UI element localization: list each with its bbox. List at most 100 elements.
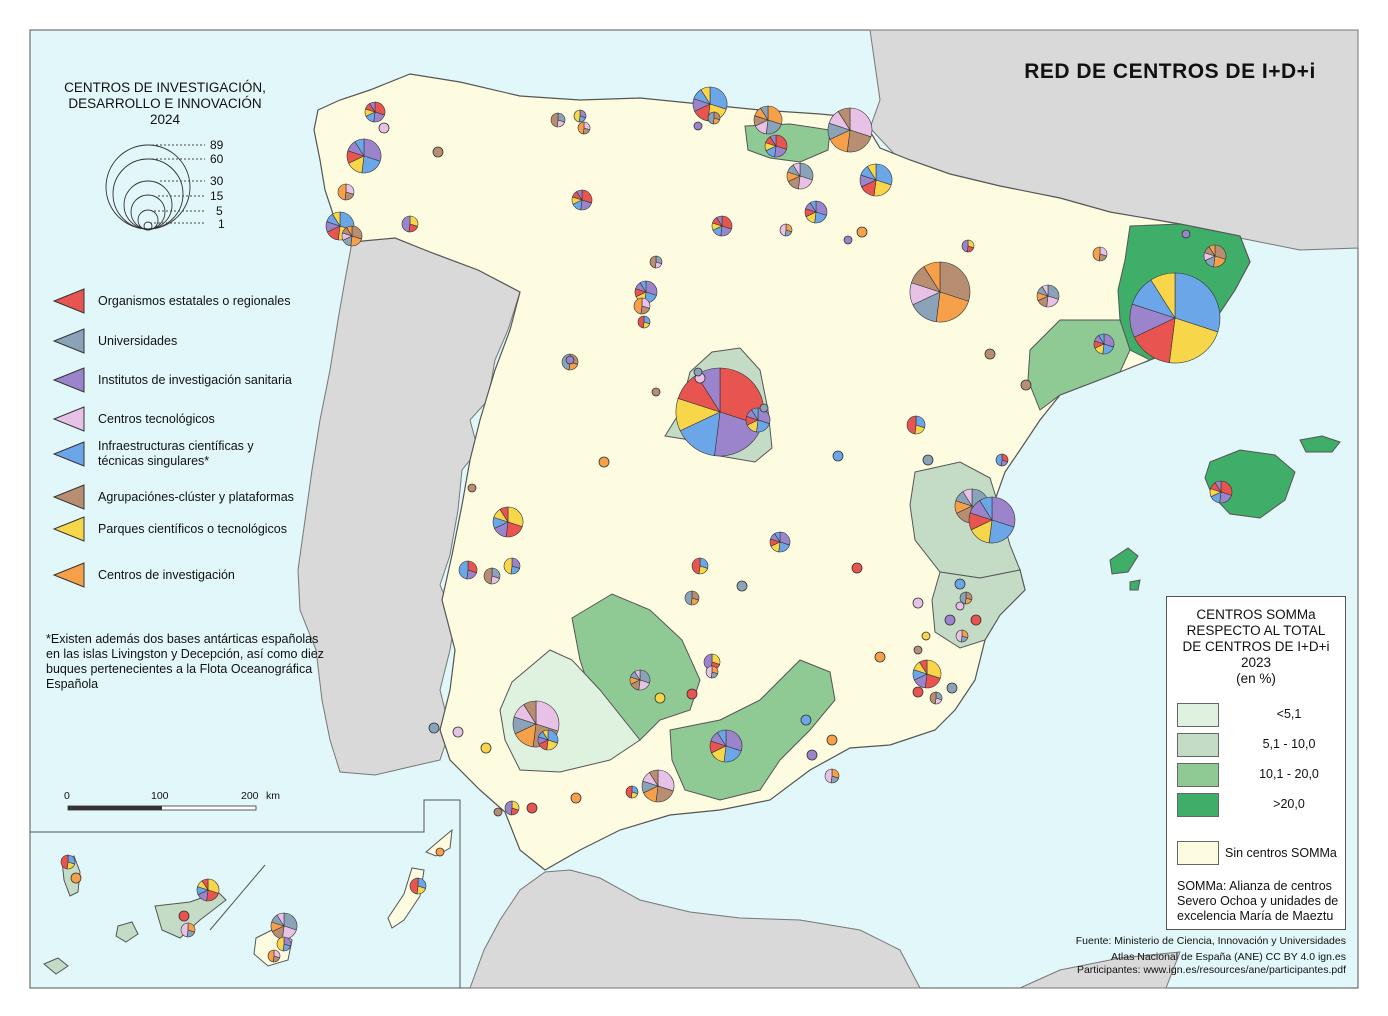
center-pie-marker [467, 483, 477, 493]
center-pie-marker [492, 506, 524, 538]
center-pie-marker [786, 162, 814, 190]
legend-item-label: Centros tecnológicos [98, 411, 215, 426]
center-pie-marker [267, 949, 281, 963]
size-label: 89 [210, 138, 224, 152]
size-legend-year: 2024 [149, 112, 181, 127]
center-pie-marker [634, 280, 658, 304]
center-pie-marker [428, 722, 440, 734]
center-pie-marker [764, 134, 788, 158]
center-pie-marker [629, 669, 651, 691]
legend-item: Parques científicos o tecnológicos [52, 516, 298, 542]
center-pie-marker [270, 912, 298, 940]
center-pie-marker [984, 348, 996, 360]
center-pie-marker [959, 591, 973, 605]
center-pie-marker [573, 109, 587, 123]
scale-tick-200: 200 [241, 790, 259, 802]
center-pie-marker [692, 86, 728, 122]
island-lanzarote [425, 828, 453, 857]
center-pie-marker [70, 872, 82, 884]
center-pie-marker [550, 112, 566, 128]
canary-inset-frame [29, 799, 461, 989]
center-pie-marker [452, 726, 464, 738]
legend-item: Centros de investigación [52, 562, 298, 588]
center-pie-marker [1020, 379, 1032, 391]
somma-label-2: 5,1 - 10,0 [1262, 737, 1316, 751]
center-pie-marker [577, 121, 591, 135]
center-pie-marker [824, 768, 840, 784]
centers-pie-layer [60, 86, 1233, 963]
center-pie-marker [483, 567, 501, 585]
center-pie-marker [906, 415, 926, 435]
triangle-marker-icon [52, 562, 85, 588]
size-legend-title: CENTROS DE INVESTIGACIÓN, DESARROLLO E I… [40, 80, 290, 128]
center-pie-marker [1209, 480, 1233, 504]
antarctic-note: *Existen además dos bases antárticas esp… [46, 632, 324, 691]
center-pie-marker [859, 163, 893, 197]
center-pie-marker [458, 560, 478, 580]
island-la-gomera [115, 921, 139, 943]
scale-bar [67, 805, 257, 811]
island-formentera [1129, 579, 1141, 591]
center-pie-marker [769, 531, 791, 553]
island-el-hierro [43, 957, 69, 975]
size-label: 5 [216, 204, 223, 218]
center-pie-marker [968, 496, 1016, 544]
legend-item: Institutos de investigación sanitaria [52, 367, 298, 393]
center-pie-marker [409, 877, 427, 895]
center-pie-marker [874, 651, 886, 663]
center-pie-marker [955, 629, 969, 643]
island-ibiza [1109, 547, 1139, 575]
center-pie-marker [637, 315, 651, 329]
triangle-marker-icon [52, 406, 85, 432]
somma-definition: SOMMa: Alianza de centros Severo Ochoa y… [1177, 879, 1339, 923]
center-pie-marker [779, 223, 793, 237]
legend-item-label: Institutos de investigación sanitaria [98, 372, 292, 387]
map-title: RED DE CENTROS DE I+D+i [1024, 60, 1316, 83]
center-pie-marker [745, 407, 771, 433]
center-pie-marker [753, 105, 783, 135]
center-pie-marker [970, 614, 982, 626]
center-pie-marker [649, 255, 663, 269]
legend-item: Organismos estatales o regionales [52, 288, 298, 314]
center-pie-marker [912, 597, 924, 609]
source-text: Fuente: Ministerio de Ciencia, Innovació… [1075, 935, 1346, 947]
center-pie-marker [378, 122, 390, 134]
somma-legend-unit: (en %) [1236, 671, 1276, 686]
center-pie-marker [946, 682, 958, 694]
center-pie-marker [1036, 284, 1060, 308]
center-pie-marker [480, 742, 492, 754]
triangle-marker-icon [52, 367, 85, 393]
center-pie-marker [843, 235, 853, 245]
center-pie-marker [693, 367, 703, 377]
center-pie-marker [346, 138, 382, 174]
center-pie-marker [709, 729, 743, 763]
legend-item-label: Agrupaciónes-clúster y plataformas [98, 489, 294, 504]
algeria-area [1019, 951, 1181, 989]
triangle-marker-icon [52, 516, 85, 542]
center-pie-marker [827, 107, 873, 153]
center-pie-marker [571, 189, 593, 211]
center-pie-marker [912, 659, 942, 689]
center-pie-marker [432, 146, 444, 158]
somma-legend: CENTROS SOMMa RESPECTO AL TOTAL DE CENTR… [1166, 596, 1346, 930]
participants-link: Participantes: www.ign.es/resources/ane/… [1076, 964, 1346, 976]
size-legend-circles [105, 144, 205, 231]
center-pie-marker [804, 200, 828, 224]
center-pie-marker [954, 578, 966, 590]
size-label: 15 [210, 189, 224, 203]
center-pie-marker [503, 557, 521, 575]
legend-item-label: Organismos estatales o regionales [98, 293, 291, 308]
somma-label-none: Sin centros SOMMa [1225, 846, 1337, 860]
center-pie-marker [909, 261, 971, 323]
center-pie-marker [598, 456, 610, 468]
size-label: 1 [218, 217, 225, 231]
triangle-marker-icon [52, 484, 85, 510]
size-label: 30 [210, 174, 224, 188]
center-pie-marker [654, 692, 666, 704]
center-pie-marker [691, 557, 709, 575]
somma-swatch-1 [1177, 703, 1219, 727]
center-pie-marker [196, 878, 220, 902]
center-pie-marker [435, 847, 445, 857]
center-pie-marker [955, 601, 965, 611]
